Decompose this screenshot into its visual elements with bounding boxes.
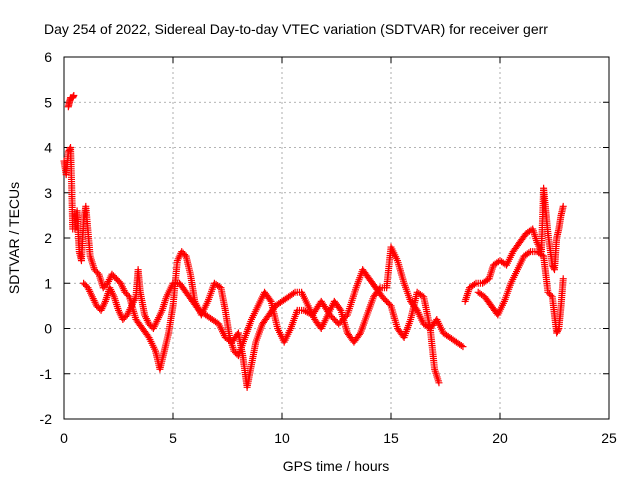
data-point: [289, 289, 297, 297]
data-point: [525, 249, 533, 257]
x-tick-label: 25: [601, 430, 617, 446]
data-point: [457, 341, 465, 349]
grid: [64, 57, 609, 419]
data-point: [470, 280, 478, 288]
data-point: [559, 275, 567, 283]
data-point: [70, 91, 78, 99]
data-point: [559, 202, 567, 210]
x-axis-label: GPS time / hours: [283, 458, 390, 474]
data-point: [355, 331, 363, 339]
data-point: [336, 305, 344, 313]
x-tick-label: 15: [383, 430, 399, 446]
data-point: [181, 251, 189, 259]
y-tick-label: 3: [44, 185, 52, 201]
data-point: [386, 300, 394, 308]
y-tick-label: -1: [40, 366, 53, 382]
data-point: [435, 379, 443, 387]
y-tick-label: 4: [44, 140, 52, 156]
y-axis-label: SDTVAR / TECUs: [6, 182, 22, 294]
data-point: [65, 147, 73, 155]
data-point: [266, 296, 274, 304]
y-tick-label: 0: [44, 321, 52, 337]
y-tick-label: -2: [40, 411, 53, 427]
y-tick-label: 5: [44, 94, 52, 110]
y-tick-label: 6: [44, 49, 52, 65]
y-tick-label: 2: [44, 230, 52, 246]
x-tick-label: 10: [274, 430, 290, 446]
data-point: [375, 285, 383, 293]
data-point: [124, 291, 132, 299]
x-tick-label: 0: [60, 430, 68, 446]
data-point: [553, 329, 561, 337]
data-points: [60, 91, 567, 391]
x-tick-label: 20: [492, 430, 508, 446]
data-point: [554, 326, 562, 334]
data-point: [553, 328, 561, 336]
x-axis: 0 5 10 15 20 25: [60, 57, 617, 446]
chart-title: Day 254 of 2022, Sidereal Day-to-day VTE…: [44, 21, 548, 37]
data-point: [547, 291, 555, 299]
data-point: [459, 343, 467, 351]
x-tick-label: 5: [169, 430, 177, 446]
y-tick-label: 1: [44, 275, 52, 291]
